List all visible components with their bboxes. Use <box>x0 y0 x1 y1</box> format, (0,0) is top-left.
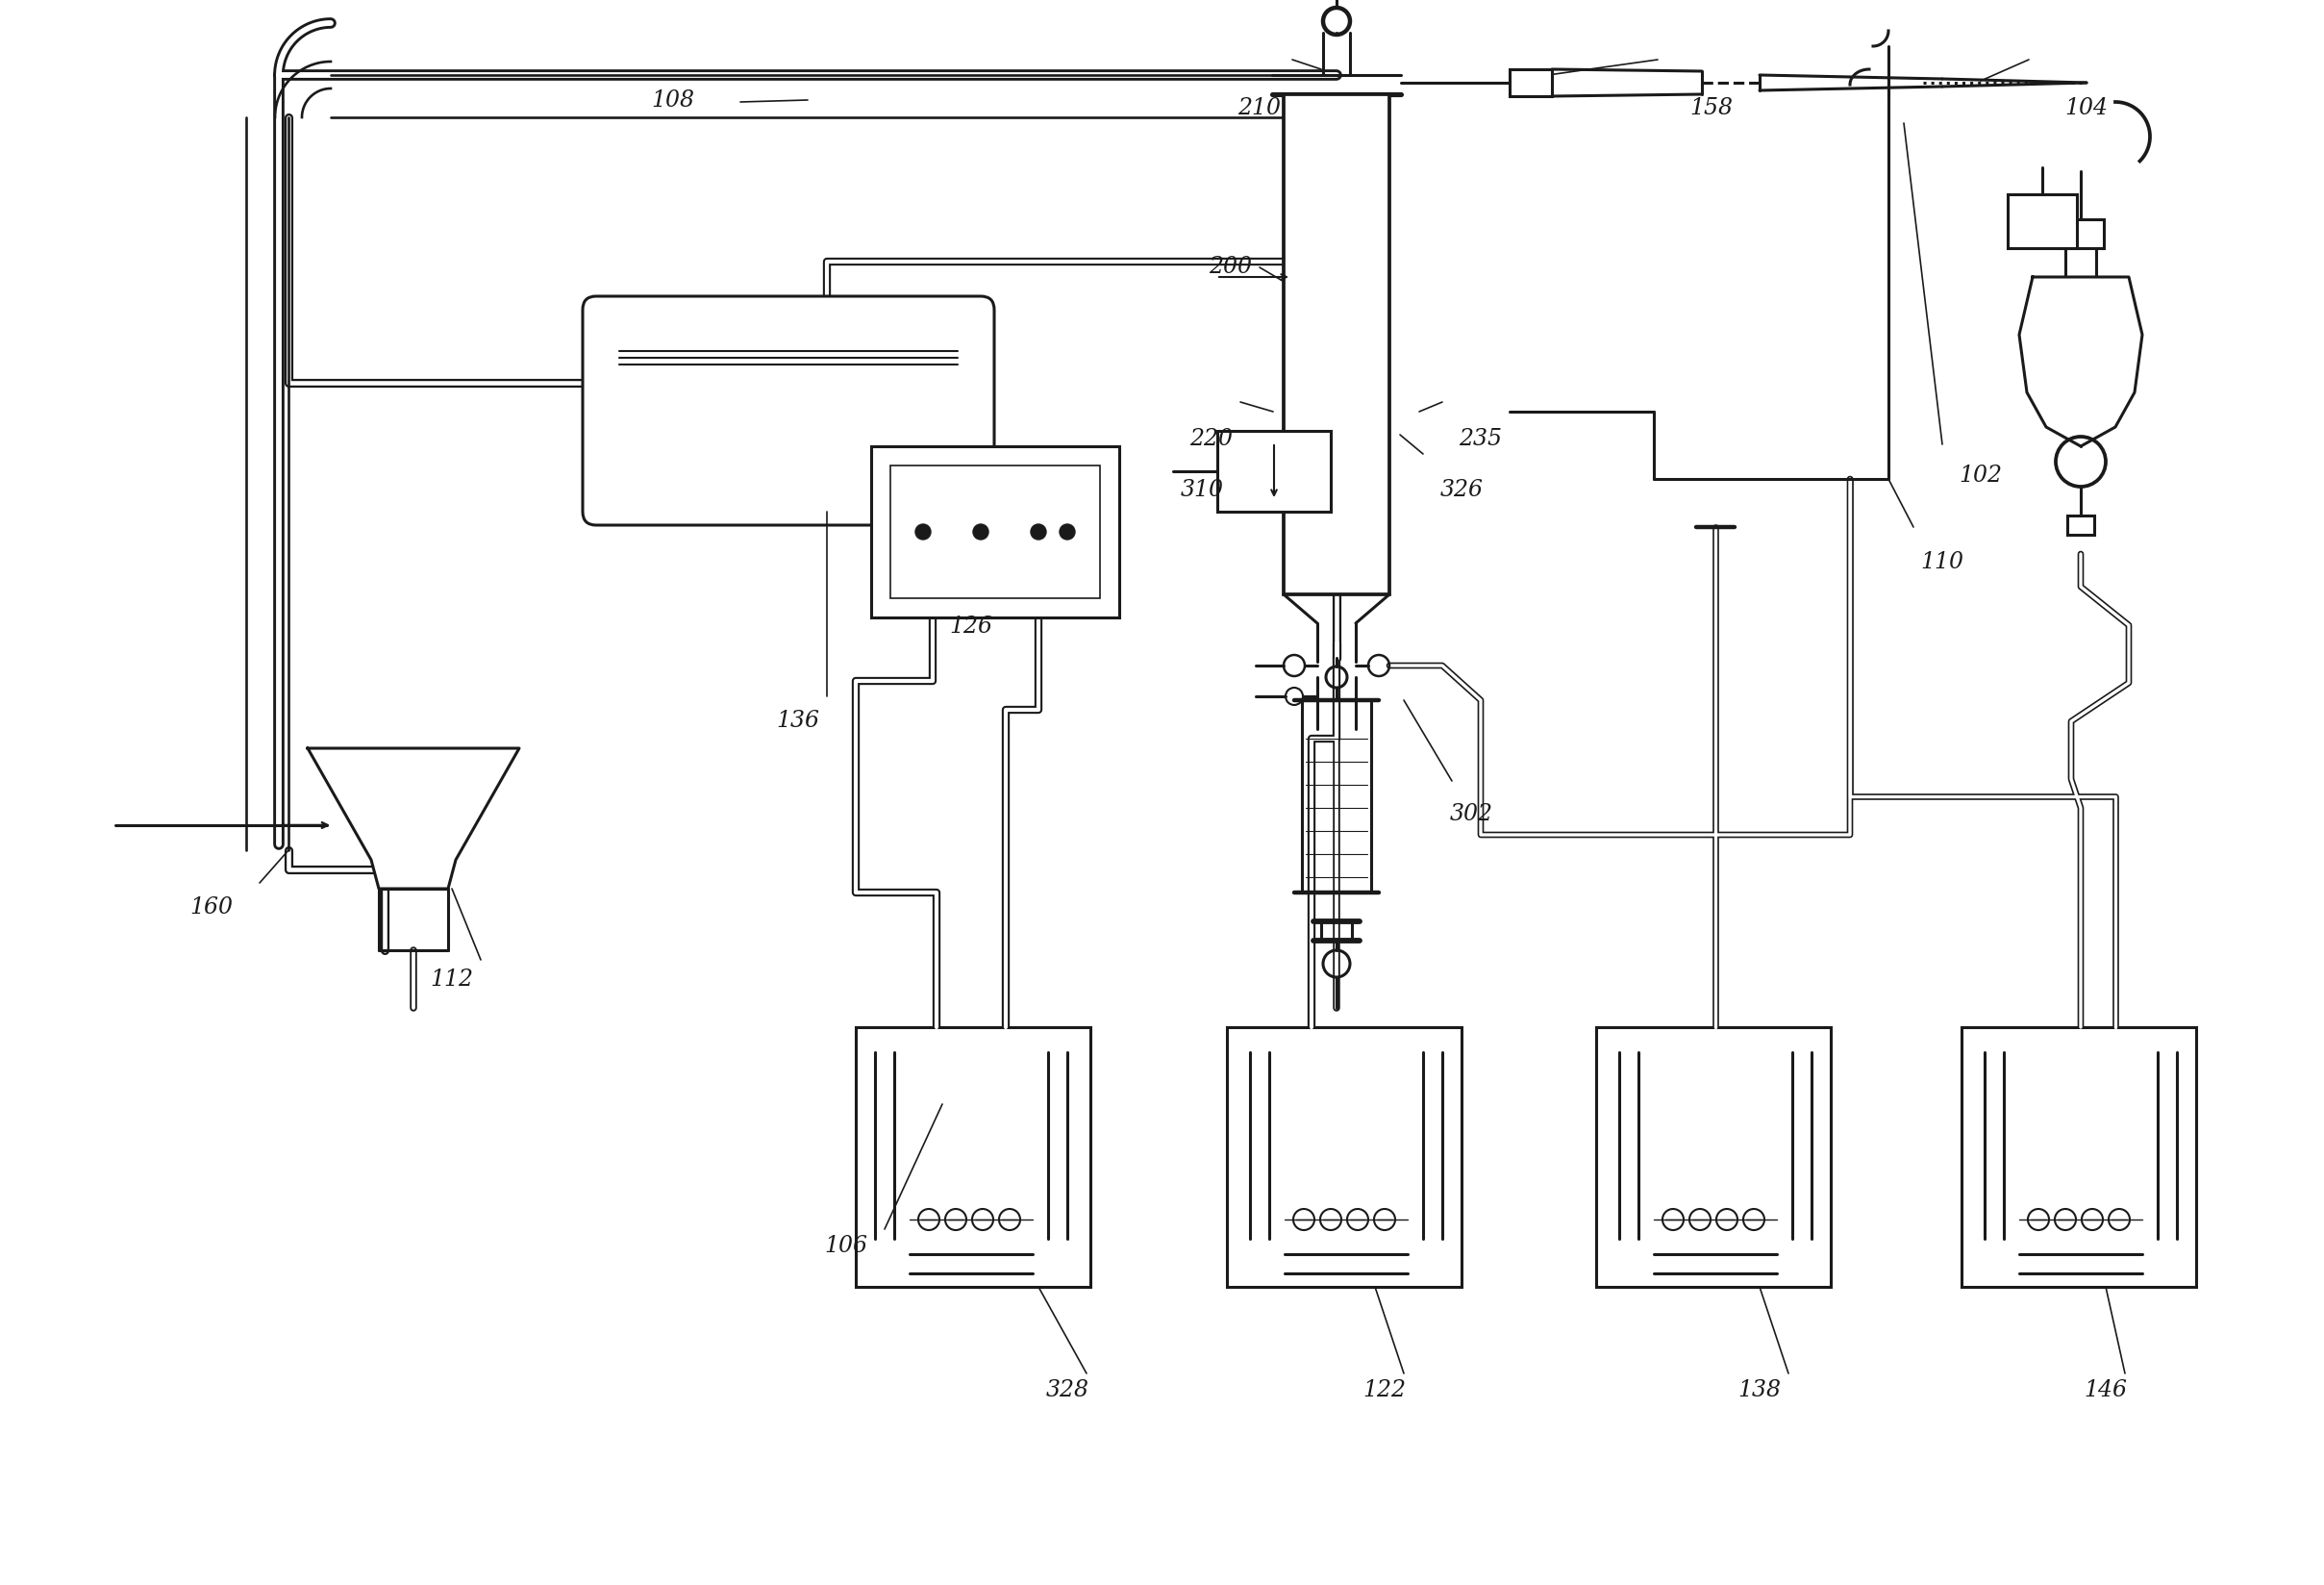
Circle shape <box>974 525 988 539</box>
FancyBboxPatch shape <box>583 296 995 525</box>
Text: 138: 138 <box>1738 1379 1780 1401</box>
Text: 110: 110 <box>1920 552 1964 574</box>
Polygon shape <box>2020 277 2143 447</box>
FancyBboxPatch shape <box>872 447 1120 618</box>
Circle shape <box>916 525 930 539</box>
Text: 235: 235 <box>1459 428 1501 450</box>
Text: 122: 122 <box>1362 1379 1406 1401</box>
Bar <box>1961 1027 2196 1287</box>
Text: 136: 136 <box>776 710 820 732</box>
Text: 328: 328 <box>1046 1379 1090 1401</box>
Text: 108: 108 <box>651 90 695 113</box>
Text: 112: 112 <box>430 968 474 991</box>
Text: 220: 220 <box>1190 428 1234 450</box>
Circle shape <box>1032 525 1046 539</box>
Bar <box>2057 219 2103 249</box>
Text: 102: 102 <box>1959 464 2003 487</box>
Polygon shape <box>307 748 518 889</box>
FancyBboxPatch shape <box>890 466 1099 598</box>
Bar <box>1227 1027 1462 1287</box>
FancyBboxPatch shape <box>1511 70 1552 97</box>
Text: 104: 104 <box>2064 97 2108 119</box>
Bar <box>2068 515 2094 534</box>
Text: 106: 106 <box>825 1235 867 1257</box>
Text: 310: 310 <box>1181 479 1222 501</box>
Text: 302: 302 <box>1450 804 1492 826</box>
Circle shape <box>1060 525 1076 539</box>
Text: 158: 158 <box>1690 97 1734 119</box>
FancyBboxPatch shape <box>1283 94 1390 594</box>
Text: 326: 326 <box>1441 479 1483 501</box>
Bar <box>1597 1027 1831 1287</box>
Text: 146: 146 <box>2085 1379 2126 1401</box>
Text: 126: 126 <box>951 615 992 637</box>
FancyBboxPatch shape <box>1218 431 1332 512</box>
Bar <box>855 1027 1090 1287</box>
Text: 200: 200 <box>1208 255 1253 277</box>
Bar <box>2008 195 2078 249</box>
Text: 210: 210 <box>1239 97 1281 119</box>
Text: 160: 160 <box>191 897 232 919</box>
